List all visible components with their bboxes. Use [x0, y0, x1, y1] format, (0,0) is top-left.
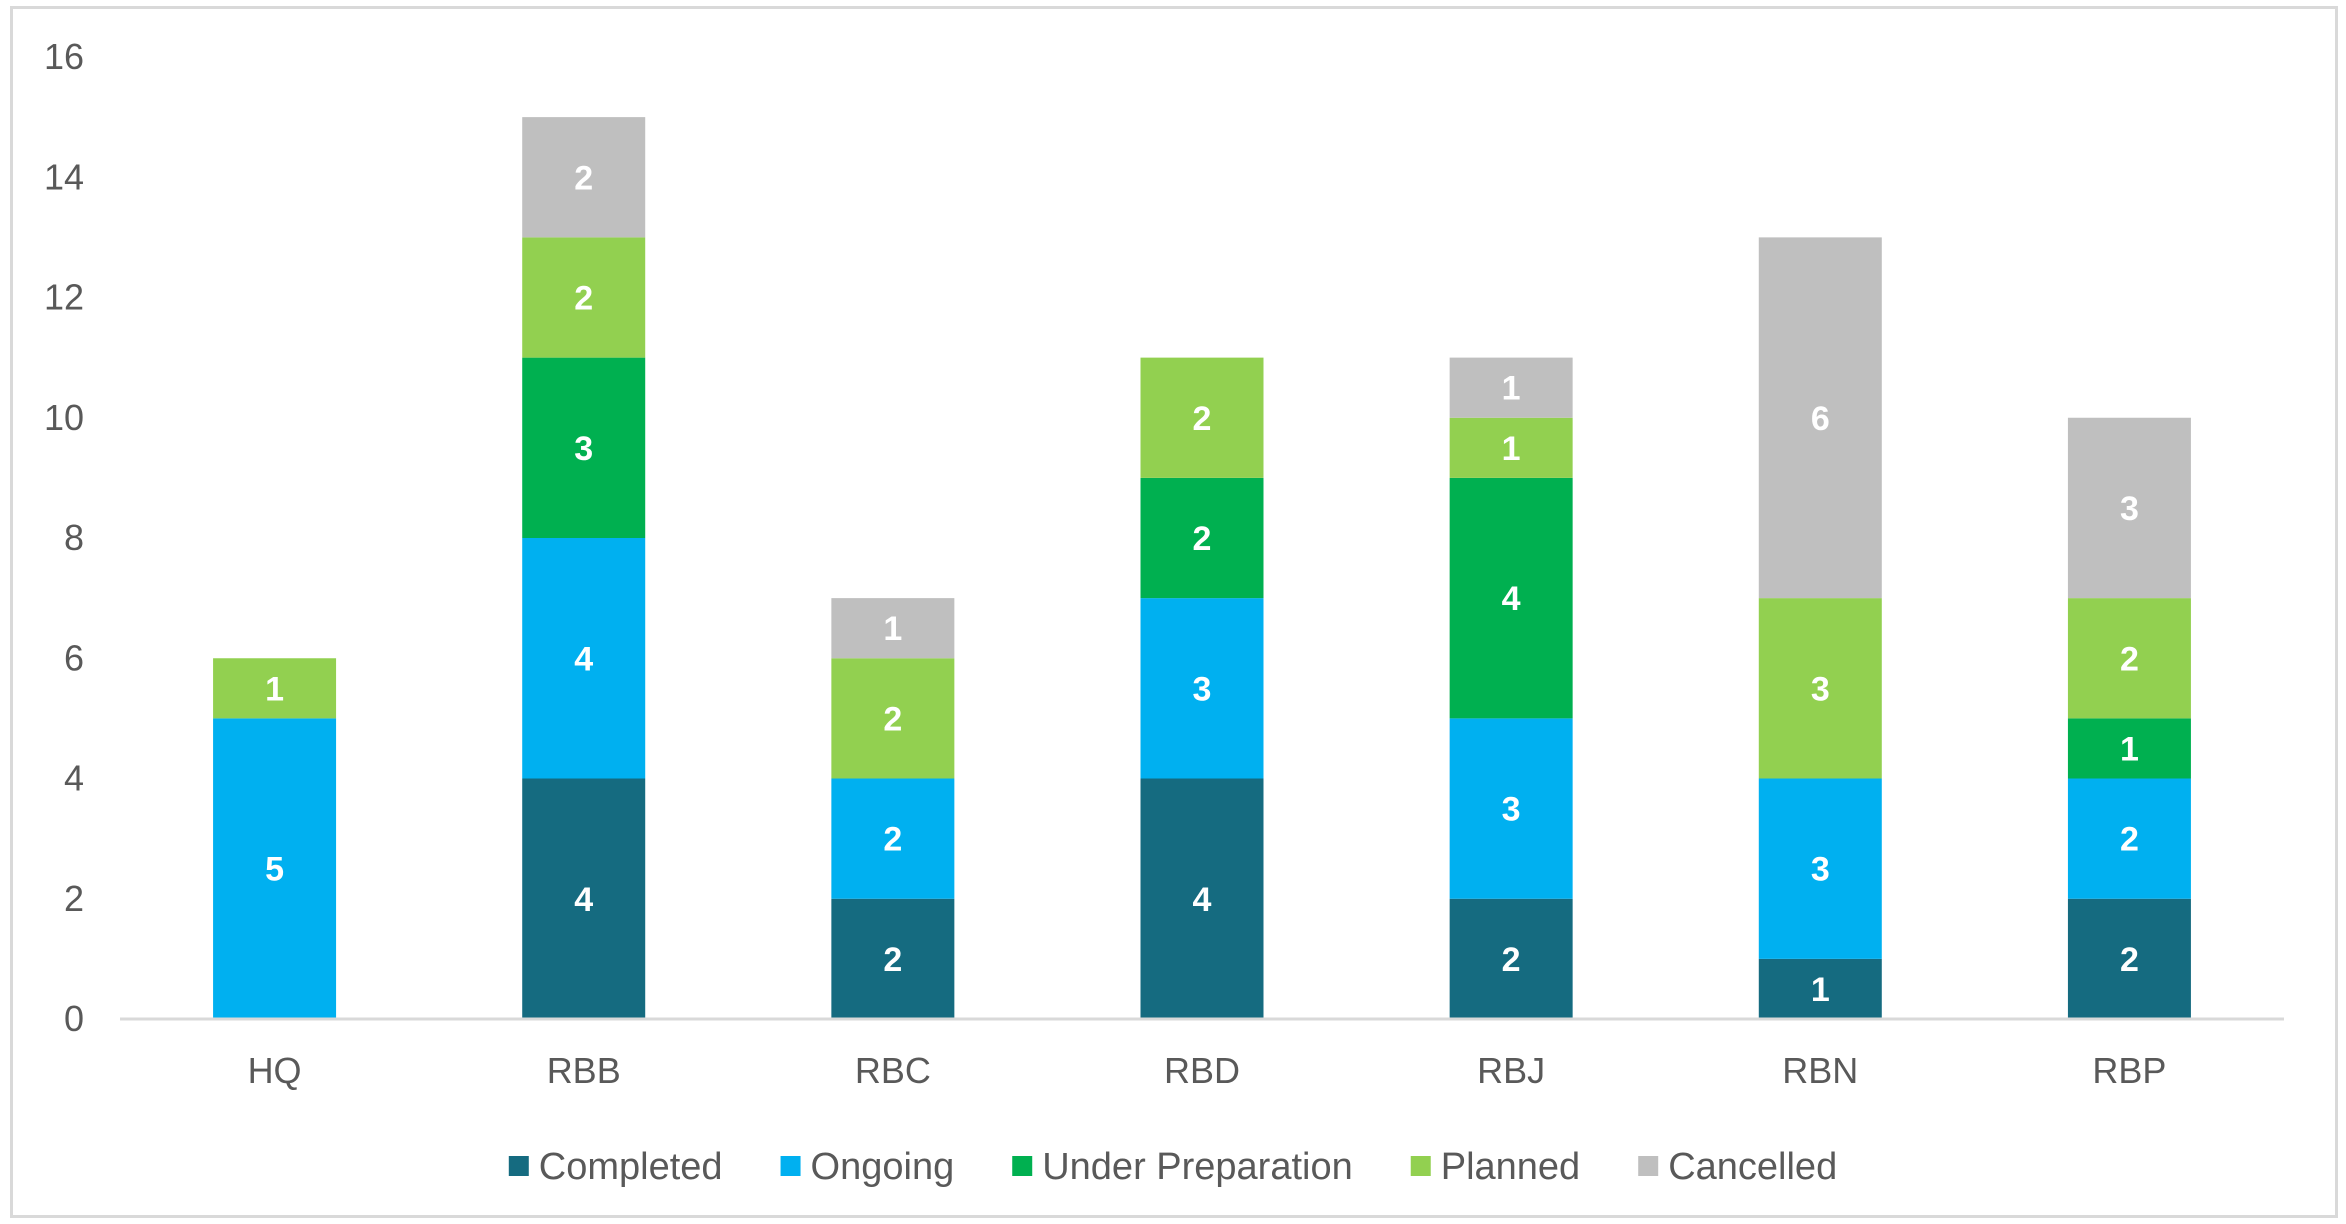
bar-segment-completed — [1140, 778, 1264, 1019]
bar-segment-planned — [1449, 417, 1573, 478]
data-label: 4 — [574, 881, 593, 919]
bar-stack-rbp: 2 2 1 2 3 — [2067, 417, 2191, 1019]
bar-segment-completed — [522, 778, 646, 1019]
bar-segment-cancelled — [522, 117, 646, 238]
bar-stack-rbc: 2 2 2 1 — [831, 598, 955, 1019]
bar-segment-ongoing — [1758, 778, 1882, 959]
y-tick-label: 6 — [64, 637, 84, 678]
y-tick-label: 2 — [64, 878, 84, 919]
x-category-label: RBC — [855, 1050, 931, 1091]
bar-segment-planned — [831, 658, 955, 779]
bar-segment-cancelled — [831, 598, 955, 659]
bar-segment-ongoing — [522, 538, 646, 779]
bar-segment-under-preparation — [1449, 477, 1573, 719]
bar-segment-planned — [213, 658, 337, 719]
data-label: 2 — [574, 280, 593, 318]
data-label: 3 — [574, 430, 593, 468]
data-label: 1 — [2120, 730, 2139, 768]
bar-stack-rbn: 1 3 3 6 — [1758, 237, 1882, 1019]
x-axis-category-labels: HQ RBB RBC RBD RBJ RBN RBP — [248, 1050, 2167, 1091]
bar-segment-ongoing — [1140, 598, 1264, 779]
data-label: 1 — [883, 610, 902, 648]
data-label: 2 — [2120, 941, 2139, 979]
legend-swatch — [1012, 1156, 1033, 1176]
data-label: 6 — [1811, 400, 1830, 438]
data-label: 1 — [1502, 430, 1521, 468]
data-label: 2 — [1193, 520, 1212, 558]
y-tick-label: 16 — [44, 36, 84, 77]
data-label: 3 — [1193, 670, 1212, 708]
data-label: 2 — [574, 159, 593, 197]
data-label: 2 — [2120, 821, 2139, 859]
y-tick-label: 10 — [44, 397, 84, 438]
y-tick-label: 8 — [64, 517, 84, 558]
legend-swatch — [1638, 1156, 1659, 1176]
bar-stack-hq: 51 — [213, 658, 337, 1019]
data-label: 3 — [2120, 490, 2139, 528]
legend-label: Completed — [539, 1146, 723, 1188]
x-category-label: RBJ — [1477, 1050, 1545, 1091]
legend: Completed Ongoing Under Preparation Planned… — [508, 1146, 1837, 1188]
data-label: 2 — [883, 941, 902, 979]
bar-stack-rbj: 2 3 4 1 1 — [1449, 357, 1573, 1019]
y-tick-label: 14 — [44, 156, 84, 197]
bar-segment-under-preparation — [522, 357, 646, 538]
data-label: 2 — [1502, 941, 1521, 979]
x-category-label: RBB — [547, 1050, 621, 1091]
data-label: 5 — [265, 851, 284, 889]
bar-segment-under-preparation — [2067, 718, 2191, 779]
bar-stack-rbb: 4 4 3 2 2 — [522, 117, 646, 1019]
bar-stack-rbd: 4 3 2 2 — [1140, 357, 1264, 1019]
bar-segment-cancelled — [1758, 237, 1882, 599]
y-tick-label: 12 — [44, 277, 84, 318]
data-label: 2 — [883, 821, 902, 859]
data-label: 4 — [1502, 580, 1521, 618]
x-category-label: RBP — [2092, 1050, 2166, 1091]
legend-label: Ongoing — [811, 1146, 955, 1188]
x-category-label: HQ — [248, 1050, 302, 1091]
data-label: 2 — [1193, 400, 1212, 438]
bar-segment-completed — [2067, 898, 2191, 1019]
data-label: 3 — [1811, 670, 1830, 708]
bar-segment-cancelled — [2067, 417, 2191, 599]
data-label: 2 — [883, 700, 902, 738]
bar-segment-planned — [1140, 357, 1264, 478]
y-tick-label: 4 — [64, 758, 84, 799]
data-label: 3 — [1502, 791, 1521, 829]
data-label: 1 — [1811, 971, 1830, 1009]
bar-segment-ongoing — [1449, 718, 1573, 899]
data-label: 1 — [265, 670, 284, 708]
legend-label: Planned — [1441, 1146, 1580, 1188]
bar-segment-under-preparation — [1140, 477, 1264, 599]
bar-segment-cancelled — [1449, 357, 1573, 418]
data-label: 2 — [2120, 640, 2139, 678]
x-category-label: RBN — [1782, 1050, 1858, 1091]
bar-segment-ongoing — [2067, 778, 2191, 899]
data-label: 3 — [1811, 851, 1830, 889]
legend-swatch — [780, 1156, 801, 1176]
legend-swatch — [508, 1156, 529, 1176]
bar-segment-completed — [1758, 958, 1882, 1019]
bar-segment-planned — [522, 237, 646, 358]
bar-segment-ongoing — [831, 778, 955, 899]
legend-label: Under Preparation — [1042, 1146, 1353, 1188]
bar-segment-planned — [1758, 598, 1882, 779]
bar-segment-ongoing — [213, 718, 337, 1019]
data-label: 4 — [574, 640, 593, 678]
legend-label: Cancelled — [1668, 1146, 1837, 1188]
y-tick-label: 0 — [64, 998, 84, 1039]
data-label: 1 — [1502, 370, 1521, 408]
y-axis-tick-labels: 0 2 4 6 8 10 12 14 16 — [44, 36, 84, 1039]
data-label: 4 — [1193, 881, 1212, 919]
bar-segment-completed — [1449, 898, 1573, 1019]
x-category-label: RBD — [1164, 1050, 1240, 1091]
bar-segment-completed — [831, 898, 955, 1019]
legend-swatch — [1410, 1156, 1431, 1176]
bar-segment-planned — [2067, 598, 2191, 719]
